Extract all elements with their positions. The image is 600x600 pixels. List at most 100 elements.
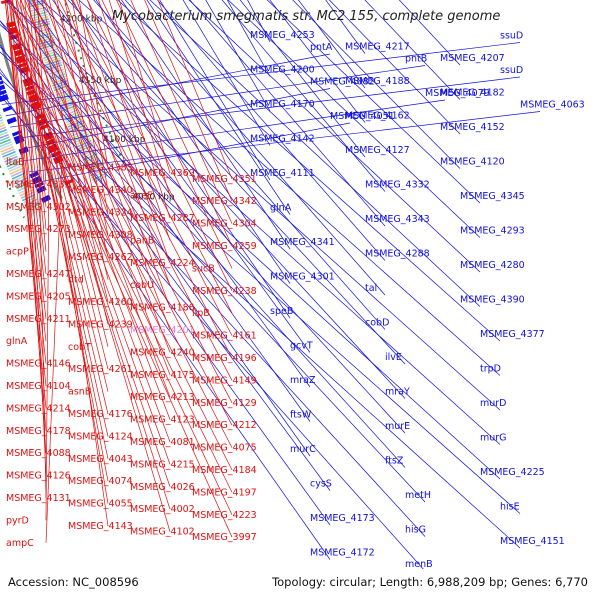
feature-tile — [3, 153, 17, 161]
reverse-gene-label: panB — [130, 235, 154, 246]
reverse-gene-label: MSMEG_4184 — [192, 465, 257, 476]
feature-tile — [0, 121, 5, 125]
feature-tile — [85, 159, 101, 168]
feature-tile — [0, 126, 7, 131]
scale-tick-label: 4050 kbp — [132, 192, 175, 202]
reverse-gene-label: MSMEG_4124 — [68, 431, 133, 442]
reverse-leader — [22, 52, 171, 465]
forward-gene-label: MSMEG_4207 — [440, 53, 505, 64]
forward-gene-label: MSMEG_4063 — [520, 100, 585, 111]
forward-gene-label: pntB — [405, 54, 427, 65]
reverse-gene-label: MSMEG_4259 — [192, 241, 257, 252]
reverse-leader — [24, 60, 233, 471]
feature-tile — [10, 170, 25, 178]
forward-gene — [6, 116, 17, 125]
forward-leader — [146, 0, 291, 215]
reverse-gene-label: MSMEG_4223 — [192, 510, 257, 521]
forward-gene-label: murG — [480, 433, 507, 444]
reverse-leader — [86, 0, 233, 291]
reverse-gene-label: MSMEG_4143 — [68, 521, 133, 532]
reverse-leader — [44, 0, 233, 359]
forward-leader — [0, 71, 426, 537]
forward-gene-label: murD — [480, 398, 507, 409]
forward-gene-label: MSMEG_4111 — [250, 168, 315, 179]
reverse-leader — [16, 29, 233, 448]
forward-gene-label: menB — [405, 559, 433, 570]
reverse-gene-label: lipB — [192, 308, 210, 319]
forward-gene-label: MSMEG_4051 — [330, 111, 395, 122]
reverse-gene-label: MSMEG_4055 — [68, 499, 133, 510]
feature-tile — [41, 48, 58, 55]
reverse-gene-label: MSMEG_4002 — [130, 504, 195, 515]
reverse-leader — [56, 0, 109, 235]
forward-leader — [182, 0, 271, 146]
feature-tile — [16, 182, 30, 190]
forward-leader — [188, 0, 481, 273]
forward-gene — [0, 84, 6, 91]
reverse-leader — [108, 0, 171, 196]
reverse-gene-label: MSMEG_4102 — [130, 527, 195, 538]
feature-tile — [11, 172, 26, 180]
forward-gene-label: ftsZ — [385, 456, 404, 467]
reverse-gene-label: aceE — [130, 191, 153, 202]
forward-gene-label: MSMEG_4345 — [460, 191, 525, 202]
forward-gene-label: speB — [270, 306, 293, 317]
feature-tile — [4, 155, 18, 163]
feature-tile — [63, 109, 79, 117]
forward-gene-label: cobD — [365, 318, 389, 329]
reverse-gene-label: MSMEG_4196 — [192, 353, 257, 364]
forward-gene-label: MSMEG_4182 — [440, 88, 505, 99]
reverse-gene-label: MSMEG_4385 — [68, 163, 133, 174]
forward-gene-label: MSMEG_4170 — [250, 99, 315, 110]
reverse-leader — [33, 0, 171, 353]
forward-leader — [70, 0, 291, 319]
reverse-leader — [98, 0, 171, 219]
forward-gene-label: MSMEG_4162 — [345, 111, 410, 122]
feature-tile — [61, 104, 77, 112]
reverse-leader — [157, 0, 233, 179]
feature-tile — [66, 117, 83, 126]
reverse-leader — [34, 91, 233, 493]
feature-tile — [15, 179, 29, 187]
reverse-gene-label: MSMEG_4213 — [130, 392, 195, 403]
reverse-leader — [29, 75, 109, 482]
reverse-gene-label: MSMEG_4351 — [192, 174, 257, 185]
forward-leader — [364, 0, 461, 100]
reverse-leader — [10, 0, 171, 420]
reverse-leader — [46, 121, 233, 515]
forward-leader — [1, 42, 521, 105]
reverse-leader — [72, 0, 233, 314]
reverse-gene-label: MSMEG_4369 — [130, 168, 195, 179]
reverse-gene-label: MSMEG_4131 — [6, 493, 71, 504]
forward-gene-label: ssuD — [500, 31, 523, 42]
forward-gene — [36, 185, 47, 194]
reverse-gene-label: MSMEG_4212 — [192, 420, 257, 431]
reverse-gene-label: MSMEG_4340 — [68, 185, 133, 196]
reverse-leader — [28, 0, 47, 207]
feature-tile — [64, 111, 80, 119]
reverse-gene-label: cobU — [130, 280, 154, 291]
reverse-leader — [19, 0, 233, 403]
feature-tile — [5, 158, 19, 166]
reverse-gene-label: MSMEG_4026 — [130, 482, 195, 493]
forward-leader — [117, 0, 501, 342]
forward-leader — [0, 68, 331, 526]
feature-tile — [54, 86, 71, 94]
forward-leader — [269, 0, 366, 123]
forward-gene-label: mraZ — [290, 375, 316, 386]
forward-leader — [266, 0, 481, 204]
forward-gene-label: MSMEG_4217 — [345, 42, 410, 53]
forward-gene-label: trpD — [480, 364, 501, 375]
forward-gene-label: MSMEG_4079 — [425, 88, 490, 99]
reverse-gene-label: MSMEG_4214 — [6, 403, 71, 414]
genes-value: 6,770 — [555, 575, 588, 589]
forward-gene-label: MSMEG_4173 — [310, 513, 375, 524]
scale-tick-label: 4100 kbp — [103, 135, 146, 145]
feature-tile — [1, 148, 15, 156]
accession-label: Accession: — [8, 575, 69, 589]
forward-leader — [0, 46, 426, 503]
forward-leader — [33, 122, 351, 184]
reverse-gene-label: MSMEG_4126 — [6, 471, 71, 482]
reverse-leader — [55, 143, 171, 532]
feature-tile — [82, 152, 98, 162]
